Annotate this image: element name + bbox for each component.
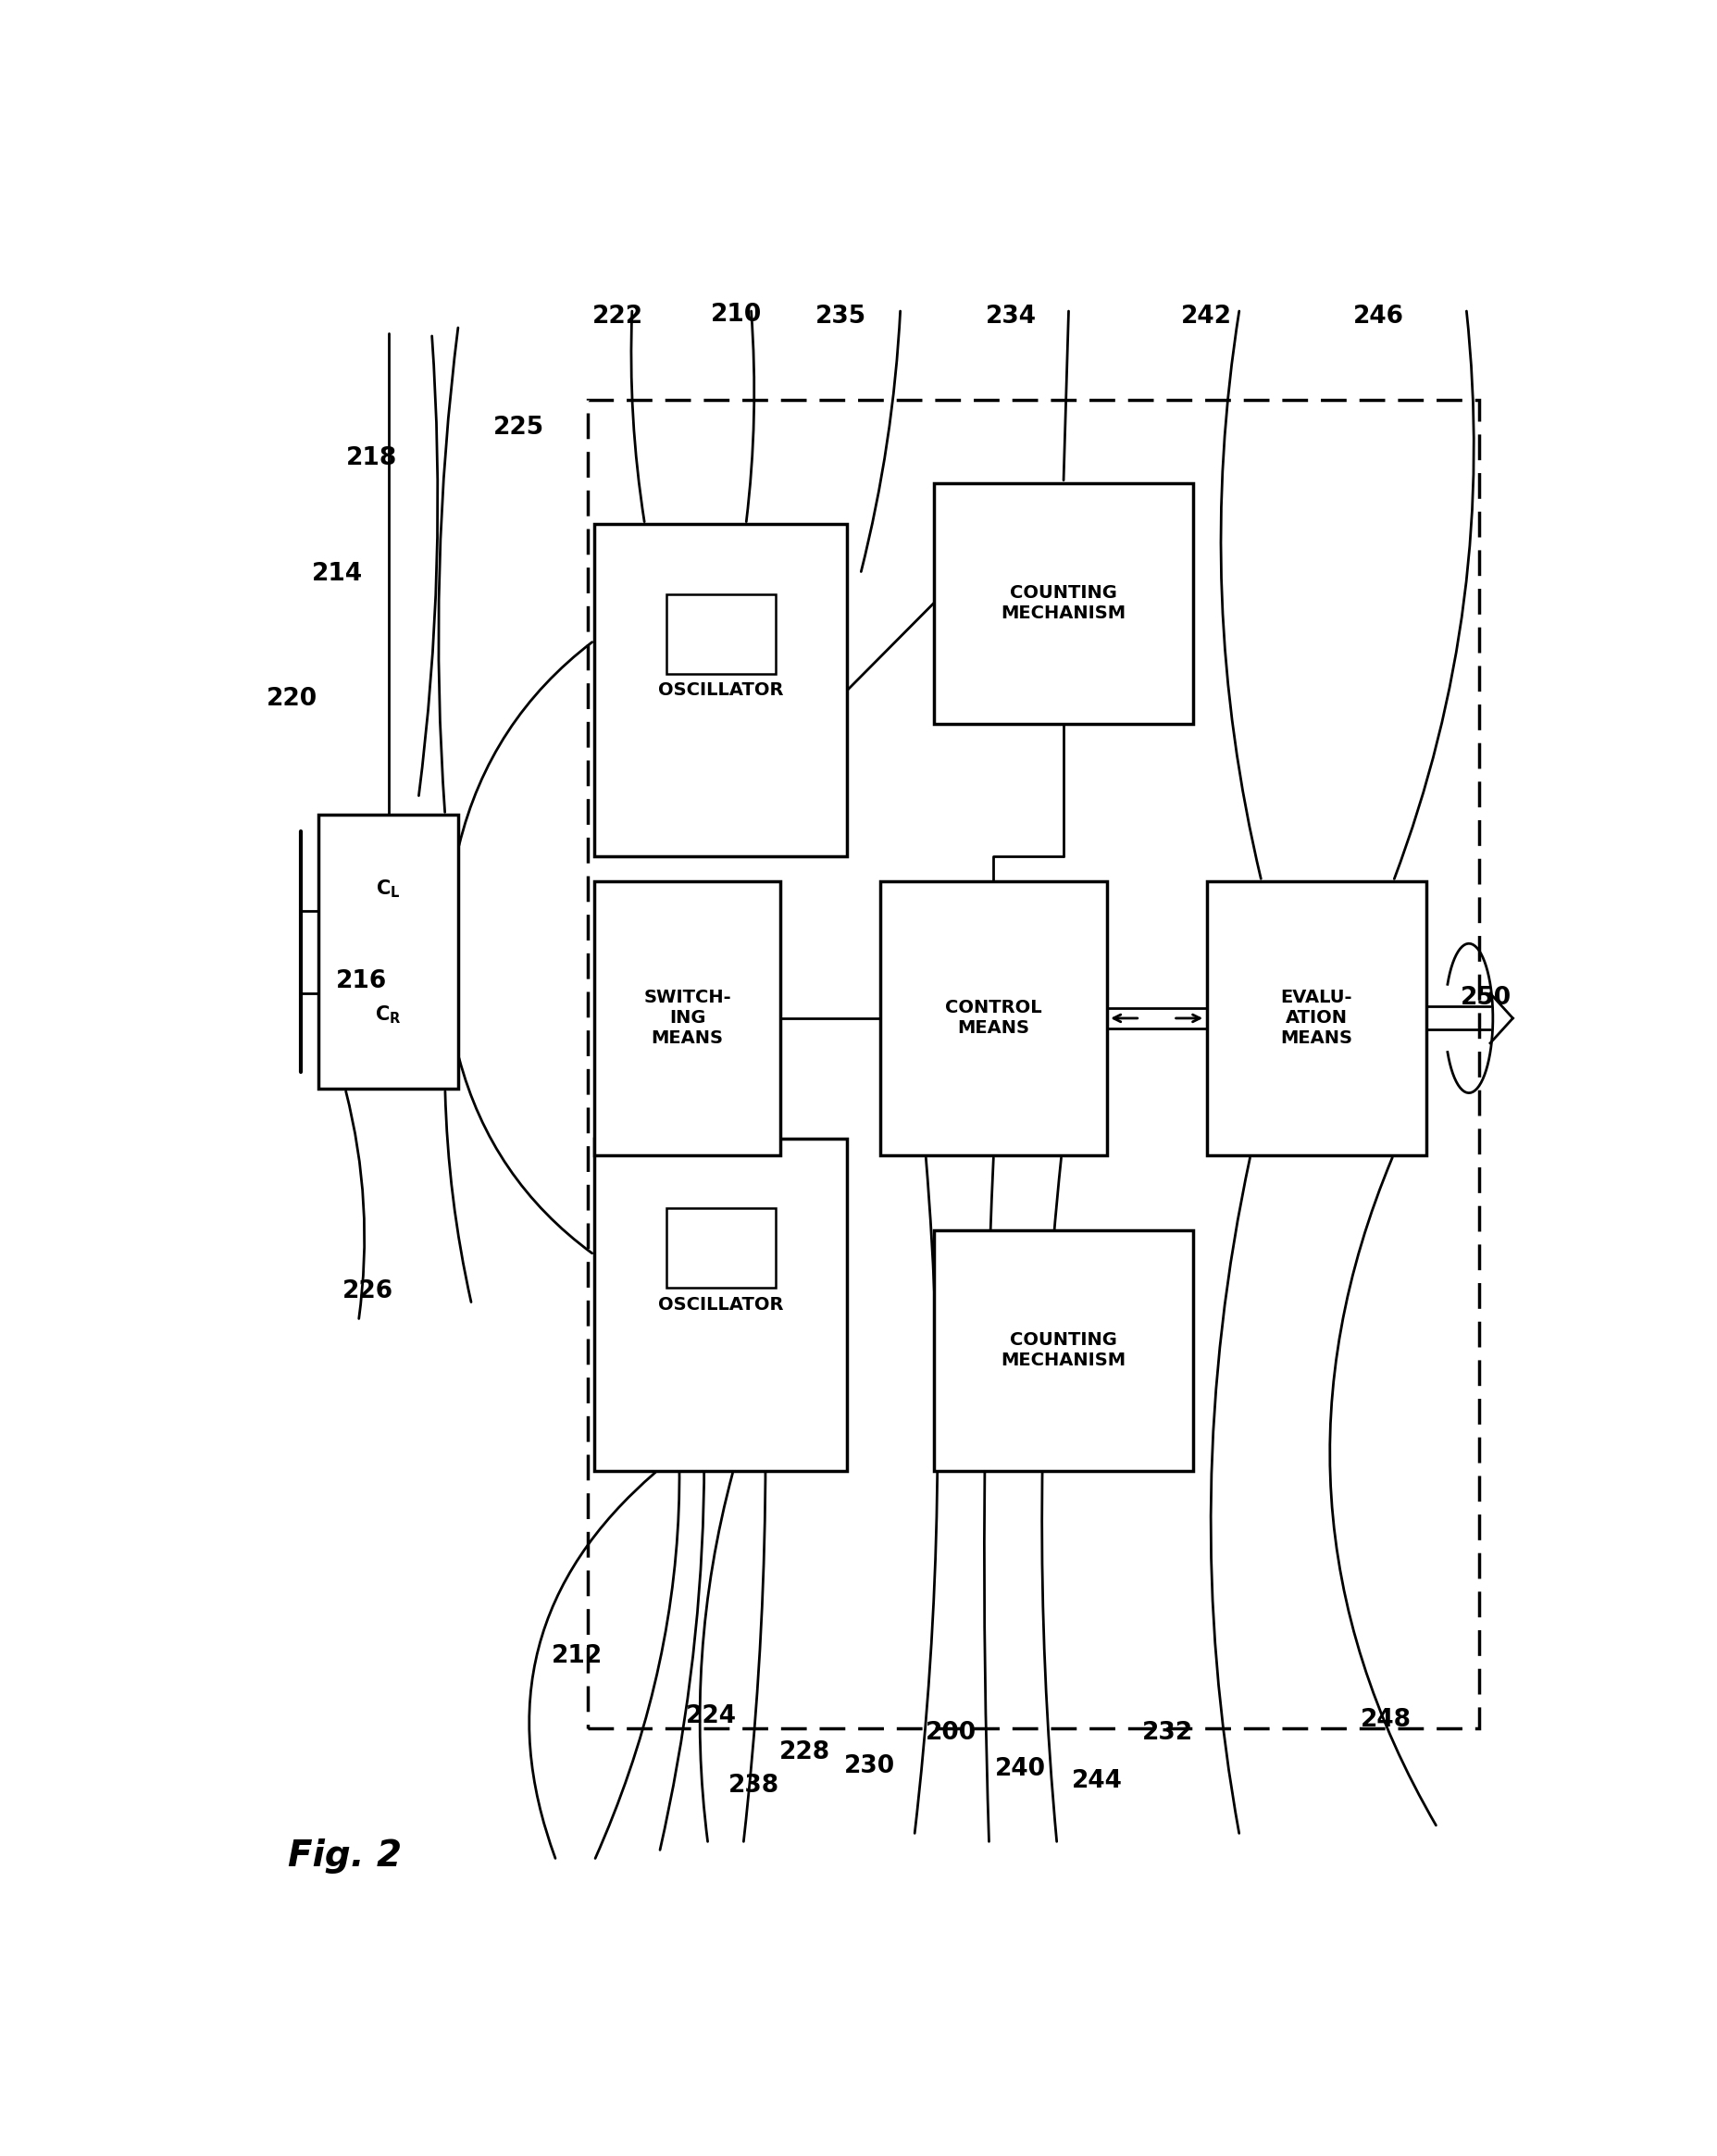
Text: CONTROL
MEANS: CONTROL MEANS (944, 998, 1042, 1037)
Text: 225: 225 (493, 416, 544, 440)
Text: 248: 248 (1360, 1708, 1411, 1731)
Bar (934, 483, 1193, 724)
Text: 238: 238 (728, 1774, 780, 1798)
Bar (587, 399, 1478, 1727)
Bar (666, 1207, 774, 1287)
Text: OSCILLATOR: OSCILLATOR (658, 681, 783, 699)
Text: 242: 242 (1181, 304, 1231, 330)
Text: 235: 235 (814, 304, 865, 330)
Text: 232: 232 (1142, 1720, 1193, 1744)
Bar (666, 595, 774, 673)
Bar (1205, 882, 1425, 1156)
Bar (594, 524, 846, 856)
Text: Fig. 2: Fig. 2 (288, 1839, 402, 1874)
Text: 244: 244 (1071, 1770, 1123, 1794)
Bar (318, 815, 458, 1089)
Text: 234: 234 (986, 304, 1035, 330)
Text: 246: 246 (1353, 304, 1403, 330)
Bar (594, 882, 780, 1156)
Text: 226: 226 (342, 1279, 393, 1304)
Text: SWITCH-
ING
MEANS: SWITCH- ING MEANS (644, 990, 731, 1048)
Text: 218: 218 (347, 446, 397, 470)
Text: 250: 250 (1459, 985, 1511, 1009)
Text: 228: 228 (778, 1740, 829, 1766)
Text: COUNTING
MECHANISM: COUNTING MECHANISM (1001, 584, 1125, 623)
Text: COUNTING
MECHANISM: COUNTING MECHANISM (1001, 1330, 1125, 1369)
Text: 200: 200 (925, 1720, 975, 1744)
Text: 224: 224 (685, 1703, 737, 1729)
Text: 212: 212 (551, 1645, 603, 1669)
Text: 216: 216 (335, 968, 386, 994)
Text: $\mathbf{C_R}$: $\mathbf{C_R}$ (374, 1005, 402, 1026)
Text: $\mathbf{C_L}$: $\mathbf{C_L}$ (376, 877, 400, 899)
Text: 230: 230 (843, 1755, 895, 1779)
Bar (594, 1138, 846, 1470)
Text: OSCILLATOR: OSCILLATOR (658, 1296, 783, 1313)
Bar (881, 882, 1106, 1156)
Text: 240: 240 (994, 1757, 1046, 1781)
Text: 210: 210 (711, 304, 762, 328)
Text: EVALU-
ATION
MEANS: EVALU- ATION MEANS (1279, 990, 1351, 1048)
Text: 220: 220 (266, 686, 318, 711)
Text: 214: 214 (311, 563, 362, 586)
Text: 222: 222 (592, 304, 644, 330)
Bar (934, 1229, 1193, 1470)
